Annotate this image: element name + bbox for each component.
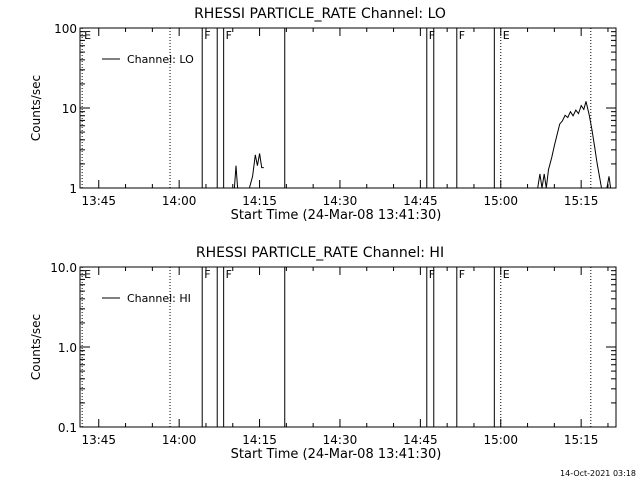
y-tick-label: 0.1	[58, 421, 77, 435]
x-tick-label: 14:15	[242, 194, 277, 208]
x-tick-label: 14:00	[162, 433, 197, 447]
series-line	[233, 165, 239, 189]
event-marker-label: F	[429, 268, 435, 281]
event-marker-label: F	[204, 268, 210, 281]
event-marker-label: E	[503, 29, 510, 42]
x-tick-label: 14:30	[323, 433, 358, 447]
plot-panels: RHESSI PARTICLE_RATE Channel: LO E F F F F E 13…	[29, 6, 617, 462]
chart-panel-1: RHESSI PARTICLE_RATE Channel: LO E F F F F E 13…	[29, 6, 617, 223]
y-axis-label: Counts/sec	[29, 75, 43, 141]
event-marker-label: E	[503, 268, 510, 281]
x-tick-label: 15:00	[483, 194, 518, 208]
x-tick-label: 14:45	[403, 433, 438, 447]
timestamp-label: 14-Oct-2021 03:18	[560, 469, 636, 478]
y-tick-label: 10.0	[50, 261, 77, 275]
x-tick-label: 14:15	[242, 433, 277, 447]
y-tick-label: 1	[69, 182, 77, 196]
series-line	[537, 101, 602, 189]
chart-panel-2: RHESSI PARTICLE_RATE Channel: HI E F F F F E 13…	[29, 245, 617, 462]
x-tick-label: 15:00	[483, 433, 518, 447]
event-marker-label: F	[226, 268, 232, 281]
event-marker-label: E	[84, 29, 91, 42]
x-axis-label: Start Time (24-Mar-08 13:41:30)	[231, 447, 442, 462]
legend-label: Channel: LO	[127, 53, 194, 66]
x-axis-label: Start Time (24-Mar-08 13:41:30)	[231, 208, 442, 223]
legend-label: Channel: HI	[127, 292, 191, 305]
x-tick-label: 13:45	[81, 433, 116, 447]
y-axis-label: Counts/sec	[29, 314, 43, 380]
event-marker-label: F	[459, 268, 465, 281]
chart-title: RHESSI PARTICLE_RATE Channel: HI	[196, 245, 444, 261]
x-tick-label: 14:00	[162, 194, 197, 208]
chart-title: RHESSI PARTICLE_RATE Channel: LO	[194, 6, 446, 22]
event-marker-label: E	[84, 268, 91, 281]
event-marker-label: F	[429, 29, 435, 42]
event-marker-label: F	[204, 29, 210, 42]
x-tick-label: 15:15	[564, 194, 599, 208]
y-tick-label: 10	[62, 102, 77, 116]
event-marker-label: F	[226, 29, 232, 42]
x-tick-label: 14:45	[403, 194, 438, 208]
x-tick-label: 13:45	[81, 194, 116, 208]
y-tick-label: 1.0	[58, 341, 77, 355]
x-tick-label: 15:15	[564, 433, 599, 447]
y-tick-label: 100	[54, 22, 77, 36]
x-tick-label: 14:30	[323, 194, 358, 208]
event-marker-label: F	[459, 29, 465, 42]
series-line	[248, 153, 264, 189]
